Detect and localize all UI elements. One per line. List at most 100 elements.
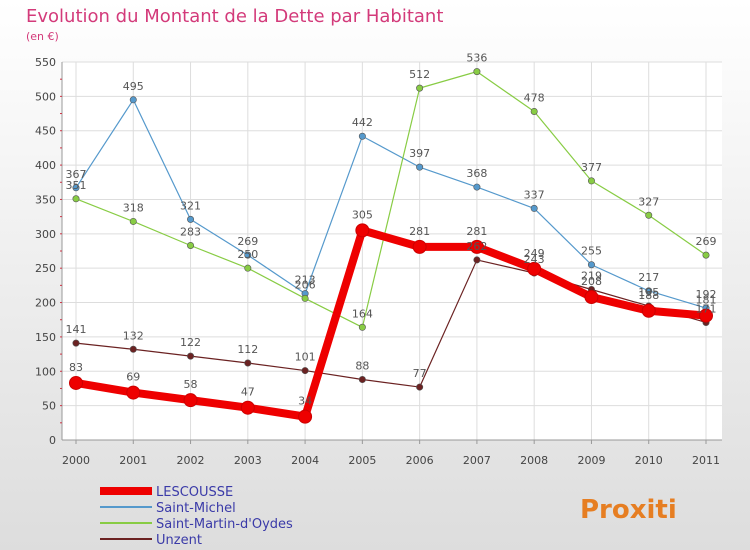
data-label: 171 [696,302,717,315]
data-label: 262 [466,240,487,253]
data-label: 495 [123,80,144,93]
data-point [129,217,137,225]
data-point [473,256,481,264]
data-point [584,290,599,305]
series-line-3 [75,259,707,388]
legend-label: Saint-Martin-d'Oydes [156,517,293,532]
chart-title: Evolution du Montant de la Dette par Hab… [26,6,443,27]
data-point [301,294,309,302]
data-point [126,385,141,400]
y-tick-label: 150 [35,331,56,344]
data-point [587,261,595,269]
data-point [645,287,653,295]
data-point [473,68,481,76]
data-label: 208 [581,275,602,288]
y-tick-label: 250 [35,262,56,275]
data-label: 367 [66,168,87,181]
data-point [473,183,481,191]
data-point [244,251,252,259]
data-label: 164 [352,307,373,320]
data-point [298,409,313,424]
data-label: 192 [696,288,717,301]
data-point [72,184,80,192]
data-label: 351 [66,179,87,192]
legend-label: Unzent [156,533,202,548]
data-point [244,359,252,367]
data-point [530,204,538,212]
x-tick-label: 2011 [692,454,720,467]
data-labels: 83 69 58 47 34 305 281 281 249 208 188 181 367 495 321… [66,52,717,408]
data-label: 88 [355,360,369,373]
data-label: 69 [126,371,140,384]
data-point [358,132,366,140]
data-label: 141 [66,323,87,336]
x-tick-label: 2004 [291,454,319,467]
x-tick-label: 2007 [463,454,491,467]
x-tick-label: 2001 [119,454,147,467]
data-label: 281 [409,225,430,238]
data-label: 512 [409,68,430,81]
legend-label: Saint-Michel [156,501,236,516]
data-label: 327 [638,195,659,208]
data-point [69,375,83,390]
x-tick-label: 2006 [406,454,434,467]
x-tick-label: 2003 [234,454,262,467]
data-point [187,215,195,223]
y-tick-label: 400 [35,159,56,172]
data-label: 77 [413,367,427,380]
data-point [129,96,137,104]
chart-subtitle: (en €) [26,30,59,43]
data-point [301,367,309,375]
data-label: 337 [524,188,545,201]
data-label: 321 [180,199,201,212]
y-tick-label: 0 [49,434,56,447]
x-tick-label: 2009 [577,454,605,467]
data-label: 34 [298,395,312,408]
x-tick-label: 2010 [635,454,663,467]
data-label: 397 [409,147,430,160]
y-tick-label: 550 [35,56,56,69]
data-point [641,303,656,318]
data-point [355,223,370,238]
y-tick-label: 50 [42,400,56,413]
data-point [72,195,80,203]
series-line-0 [72,226,710,421]
data-label: 377 [581,161,602,174]
proxiti-logo: Proxiti [580,495,677,525]
x-tick-label: 2008 [520,454,548,467]
data-point [358,323,366,331]
series-layer [69,68,713,424]
data-point [129,345,137,353]
data-point [416,383,424,391]
data-label: 213 [295,274,316,287]
data-point [72,339,80,347]
data-label: 122 [180,336,201,349]
data-point [587,177,595,185]
data-label: 188 [638,289,659,302]
y-tick-label: 450 [35,125,56,138]
y-tick-label: 500 [35,90,56,103]
x-tick-label: 2000 [62,454,90,467]
logo-text: Proxiti [580,495,677,525]
data-point [412,239,427,254]
y-tick-label: 300 [35,228,56,241]
data-label: 442 [352,116,373,129]
data-label: 58 [184,378,198,391]
data-label: 206 [295,278,316,291]
data-point [244,264,252,272]
data-label: 217 [638,271,659,284]
data-label: 181 [696,294,717,307]
legend: LESCOUSSESaint-MichelSaint-Martin-d'Oyde… [100,485,293,548]
data-point [527,261,542,276]
data-label: 281 [466,225,487,238]
data-point [530,107,538,115]
axes: 0 50 100 150 200 250 300 350 400 450 500 550 2000 200… [35,56,722,467]
data-point [702,251,710,259]
data-label: 195 [638,286,659,299]
data-label: 132 [123,329,144,342]
data-label: 305 [352,208,373,221]
data-label: 83 [69,361,83,374]
data-point [699,308,713,323]
data-point [358,376,366,384]
data-point [183,393,198,408]
